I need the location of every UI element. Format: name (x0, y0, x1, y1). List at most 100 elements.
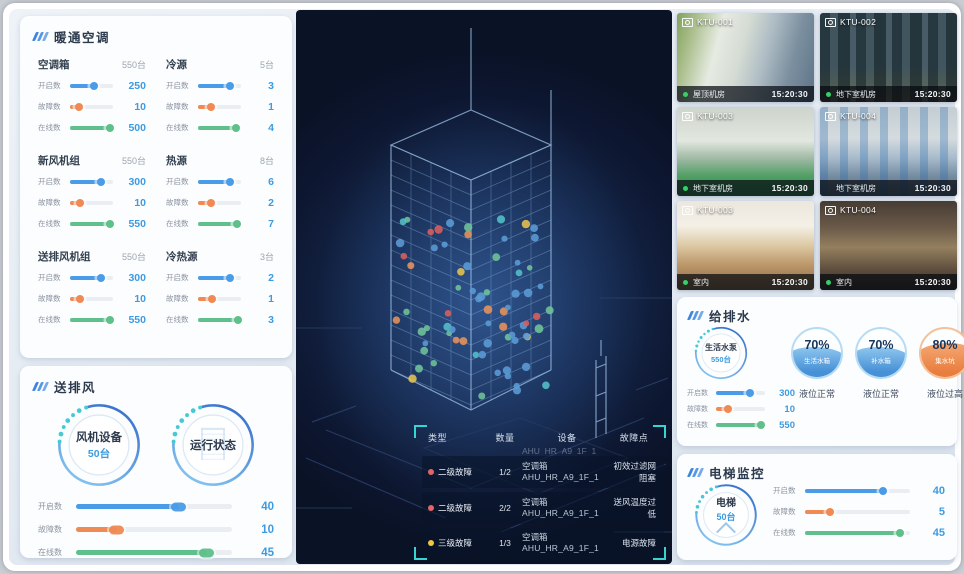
metric-value: 10 (134, 196, 146, 209)
camera-location: 地下室机房 (693, 183, 733, 193)
metric-slider[interactable] (70, 200, 113, 205)
metric-value: 300 (779, 387, 795, 399)
tank-sump-pit: 80% 集水坑 液位过高 (917, 327, 964, 400)
metric-slider[interactable] (70, 179, 113, 184)
metric-value: 550 (128, 313, 146, 326)
metric-slider[interactable] (805, 530, 910, 535)
metric-label: 开启数 (166, 81, 189, 90)
metric-slider[interactable] (805, 509, 910, 514)
fault-point: 初效过滤网阻塞 (613, 460, 656, 483)
metric-slider[interactable] (198, 83, 241, 88)
camera-location: 地下室机房 (836, 183, 876, 193)
fault-level: 三级故障 (438, 537, 473, 548)
camera-id: KTU-003 (697, 111, 734, 121)
group-total: 550台 (121, 60, 146, 70)
metric-value: 1 (268, 100, 274, 113)
fan-device-gauge: 风机设备 50台 (55, 401, 143, 489)
metric-slider[interactable] (198, 221, 241, 226)
metric-label: 在线数 (773, 528, 796, 537)
device-type: 空调箱 (522, 460, 548, 471)
metric-slider[interactable] (198, 104, 241, 109)
metric-slider[interactable] (70, 104, 113, 109)
metric-slider[interactable] (70, 317, 113, 322)
device-id: AHU_HR_A9_1F_1 (522, 471, 599, 482)
camera-icon (682, 111, 693, 121)
fault-row[interactable]: 三级故障 1/3 空调箱 AHU_HR_A9_1F_1 电源故障 (422, 527, 664, 558)
group-total: 550台 (121, 252, 146, 262)
group-total: 550台 (121, 156, 146, 166)
metric-slider[interactable] (70, 221, 113, 226)
metric-slider[interactable] (76, 550, 232, 555)
metric-slider[interactable] (76, 504, 232, 509)
metric-slider[interactable] (70, 125, 113, 130)
tank-name: 补水箱 (871, 358, 891, 365)
metric-value: 7 (268, 217, 274, 230)
metric-slider[interactable] (198, 179, 241, 184)
hvac-panel-header: 暖通空调 (20, 16, 292, 49)
elevator-panel: 电梯监控 电梯 50台 开启数 40 故障数 5 在线数 45 (677, 454, 957, 560)
fault-table-header: 类型 数量 设备 故障点 (422, 429, 664, 446)
camera-tile-1[interactable]: KTU-001 屋顶机房 15:20:30 (677, 13, 814, 102)
bracket-corner (653, 547, 666, 560)
metric-slider[interactable] (198, 317, 241, 322)
camera-tile-6[interactable]: KTU-004 室内 15:20:30 (820, 201, 957, 290)
metric-label: 在线数 (38, 548, 62, 557)
severity-dot-red (428, 468, 434, 475)
tank-status: 液位正常 (862, 389, 899, 399)
group-total: 8台 (259, 156, 274, 166)
fan-panel-title: 送排风 (54, 381, 97, 395)
camera-tile-4[interactable]: KTU-004 地下室机房 15:20:30 (820, 107, 957, 196)
live-dot (826, 91, 831, 97)
water-level (857, 347, 905, 377)
gauge-label: 电梯 (716, 498, 736, 509)
camera-timestamp: 15:20:30 (771, 89, 808, 99)
header-count: 数量 (495, 432, 515, 443)
metric-label: 故障数 (38, 525, 62, 534)
hvac-panel-title: 暖通空调 (54, 31, 111, 45)
camera-id: KTU-003 (697, 205, 734, 215)
tank-refill-water: 70% 补水箱 液位正常 (853, 327, 909, 400)
camera-tile-3[interactable]: KTU-003 地下室机房 15:20:30 (677, 107, 814, 196)
tank-percent: 80% (932, 338, 958, 352)
metric-slider[interactable] (70, 296, 113, 301)
fault-row[interactable]: 二级故障 1/2 空调箱 AHU_HR_A9_1F_1 初效过滤网阻塞 (422, 455, 664, 488)
metric-slider[interactable] (805, 488, 910, 493)
fault-point: 电源故障 (621, 537, 656, 548)
fault-level: 二级故障 (438, 502, 473, 513)
metric-slider[interactable] (70, 275, 113, 280)
camera-id: KTU-002 (840, 17, 877, 27)
metric-slider[interactable] (716, 423, 765, 427)
camera-tile-5[interactable]: KTU-003 室内 15:20:30 (677, 201, 814, 290)
gauge-sub: 50台 (716, 512, 736, 522)
metric-value: 3 (268, 79, 274, 92)
metric-slider[interactable] (198, 125, 241, 130)
camera-timestamp: 15:20:30 (771, 183, 808, 193)
tank-status: 液位正常 (798, 389, 835, 399)
metric-slider[interactable] (70, 83, 113, 88)
metric-label: 故障数 (38, 294, 61, 303)
camera-timestamp: 15:20:30 (914, 277, 951, 287)
metric-label: 故障数 (38, 198, 61, 207)
camera-location: 地下室机房 (836, 89, 876, 99)
hvac-panel: 暖通空调 空调箱 550台 开启数 250 故障数 10 在线数 500 冷源 5台 开启… (20, 16, 292, 358)
metric-slider[interactable] (76, 527, 232, 532)
metric-value: 300 (128, 271, 146, 284)
metric-value: 4 (268, 121, 274, 134)
camera-icon (682, 205, 693, 215)
metric-slider[interactable] (198, 296, 241, 301)
metric-slider[interactable] (716, 407, 765, 411)
metric-slider[interactable] (716, 391, 765, 395)
metric-slider[interactable] (198, 275, 241, 280)
metric-value: 6 (268, 175, 274, 188)
metric-slider[interactable] (198, 200, 241, 205)
fan-gauges: 风机设备 50台 运行状态 (20, 399, 292, 495)
camera-tile-2[interactable]: KTU-002 地下室机房 15:20:30 (820, 13, 957, 102)
water-level (793, 347, 841, 377)
fault-point: 送风温度过低 (613, 496, 656, 519)
building-icon (201, 427, 225, 460)
building-3d-view[interactable]: 类型 数量 设备 故障点 AHU_HR_A9_1F_1 二级故障 1/2 空调箱… (296, 10, 672, 564)
camera-id: KTU-001 (697, 17, 734, 27)
gauge-label: 风机设备 (76, 432, 122, 444)
fault-row[interactable]: 二级故障 2/2 空调箱 AHU_HR_A9_1F_1 送风温度过低 (422, 491, 664, 524)
camera-icon (825, 205, 836, 215)
